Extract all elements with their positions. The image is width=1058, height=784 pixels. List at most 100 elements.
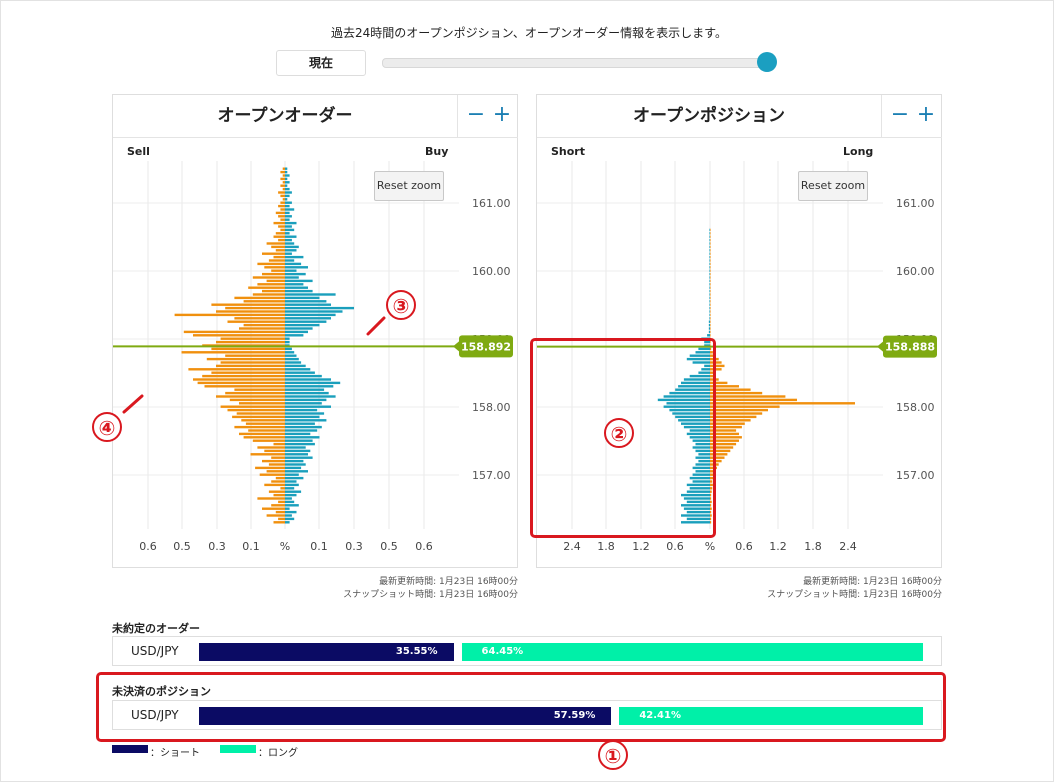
bar-buy: [285, 225, 292, 228]
bar-buy: [285, 296, 320, 300]
bar-short: [689, 429, 710, 432]
zoom-controls: − +: [881, 95, 942, 138]
bar-sell: [262, 289, 285, 293]
bar-long: [710, 242, 711, 245]
zoom-in-icon[interactable]: +: [916, 102, 936, 127]
bar-long: [710, 456, 725, 459]
bar-long: [710, 323, 711, 327]
bar-short: [709, 259, 710, 262]
bar-long: [710, 272, 711, 276]
bar-short: [686, 490, 710, 493]
bar-sell: [268, 490, 285, 493]
zoom-in-icon[interactable]: +: [492, 102, 512, 127]
bar-sell: [220, 337, 285, 340]
bar-long: [710, 521, 712, 524]
bar-long: [710, 238, 711, 242]
bar-sell: [227, 408, 285, 412]
bar-buy: [285, 473, 299, 476]
bar-sell: [271, 269, 285, 272]
bar-buy: [285, 470, 308, 473]
bar-buy: [285, 238, 292, 242]
bar-sell: [271, 456, 285, 459]
bar-buy: [285, 204, 290, 208]
bar-sell: [280, 177, 285, 181]
bar-buy: [285, 436, 320, 439]
y-tick-label: 157.00: [896, 469, 935, 482]
long-ratio-bar: 42.41%: [619, 707, 923, 725]
bar-long: [710, 391, 763, 395]
bar-long: [710, 487, 713, 490]
bar-short: [704, 364, 710, 368]
bar-sell: [181, 351, 285, 354]
bar-long: [710, 300, 711, 303]
current-price-pointer: [877, 341, 883, 352]
sell-label: Sell: [127, 145, 150, 158]
bar-sell: [278, 500, 285, 504]
bar-buy: [285, 303, 331, 306]
bar-long: [710, 252, 711, 255]
bar-buy: [285, 242, 295, 245]
zoom-out-icon[interactable]: −: [890, 102, 910, 127]
current-price-label: 158.888: [885, 341, 935, 354]
bar-long: [710, 422, 745, 425]
bar-sell: [273, 235, 285, 238]
bar-short: [704, 340, 710, 344]
bar-short: [695, 463, 710, 466]
bar-short: [686, 357, 710, 361]
bar-long: [710, 303, 711, 306]
bar-sell: [225, 354, 285, 357]
bar-short: [709, 283, 710, 286]
x-tick-label: 0.5: [173, 540, 191, 553]
current-price-pointer: [453, 341, 459, 352]
bar-long: [710, 289, 711, 293]
x-tick-label: 1.8: [804, 540, 822, 553]
bar-sell: [225, 306, 285, 310]
time-slider-track[interactable]: [382, 58, 774, 68]
time-slider-thumb[interactable]: [757, 52, 777, 72]
bar-short: [709, 286, 710, 289]
bar-short: [686, 500, 710, 504]
bar-buy: [285, 334, 304, 337]
bar-long: [710, 317, 711, 320]
open-position-chart: 161.00160.00159.00158.00157.002.41.81.20…: [537, 161, 937, 553]
bar-buy: [285, 354, 297, 357]
bar-short: [657, 398, 710, 402]
bar-sell: [234, 388, 285, 391]
bar-sell: [227, 320, 285, 323]
bar-buy: [285, 398, 327, 402]
bar-long: [710, 286, 711, 289]
bar-long: [710, 480, 713, 483]
bar-long: [710, 313, 711, 317]
bar-short: [686, 510, 710, 514]
bar-sell: [273, 255, 285, 259]
bar-long: [710, 449, 731, 453]
zoom-out-icon[interactable]: −: [466, 102, 486, 127]
reset-zoom-button[interactable]: Reset zoom: [798, 171, 868, 201]
reset-zoom-button[interactable]: Reset zoom: [374, 171, 444, 201]
bar-buy: [285, 517, 295, 521]
bar-short: [672, 412, 710, 415]
bar-long: [710, 262, 711, 266]
bar-buy: [285, 453, 308, 456]
bar-long: [710, 344, 711, 347]
bar-buy: [285, 493, 297, 497]
bar-sell: [243, 323, 285, 327]
now-button[interactable]: 現在: [276, 50, 366, 76]
bar-buy: [285, 439, 313, 442]
legend-long-label: ：ロング: [258, 748, 298, 759]
legend-short-swatch: [112, 745, 148, 753]
bar-buy: [285, 167, 288, 170]
y-tick-label: 157.00: [472, 469, 511, 482]
bar-short: [683, 497, 710, 500]
bar-sell: [278, 215, 285, 218]
bar-short: [692, 466, 710, 470]
bar-long: [710, 493, 712, 497]
bar-buy: [285, 497, 292, 500]
bar-buy: [285, 463, 306, 466]
open-position-panel: オープンポジション − + Short Long 161.00160.00159…: [536, 94, 942, 568]
bar-sell: [193, 334, 285, 337]
bar-buy: [285, 368, 311, 371]
bar-long: [710, 327, 711, 330]
bar-buy: [285, 266, 308, 269]
currency-pair: USD/JPY: [131, 644, 179, 658]
